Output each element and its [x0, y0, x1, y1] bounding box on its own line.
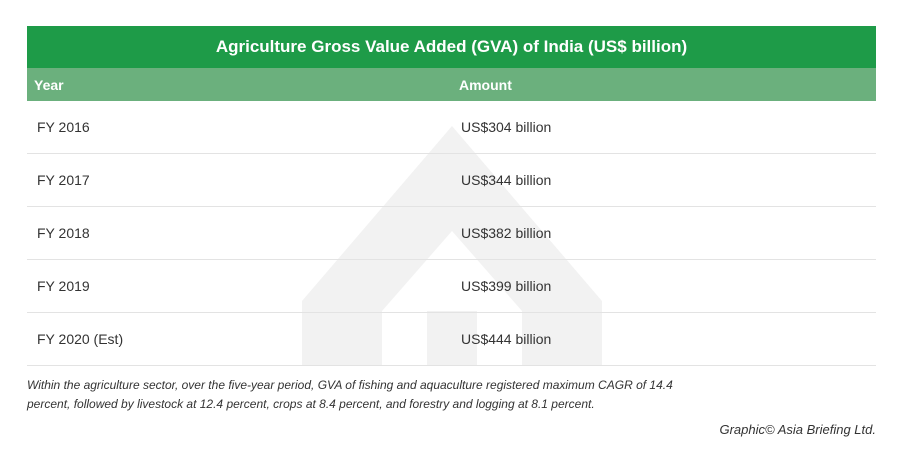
- column-header-amount: Amount: [459, 76, 512, 93]
- cell-amount: US$382 billion: [461, 225, 552, 241]
- cell-amount: US$344 billion: [461, 172, 552, 188]
- footnote: Within the agriculture sector, over the …: [27, 376, 727, 414]
- cell-amount: US$399 billion: [461, 278, 552, 294]
- footnote-line: Within the agriculture sector, over the …: [27, 378, 673, 392]
- cell-year: FY 2020 (Est): [37, 331, 124, 347]
- table-row: FY 2016 US$304 billion: [27, 101, 876, 154]
- table-body: FY 2016 US$304 billion FY 2017 US$344 bi…: [27, 101, 876, 366]
- cell-year: FY 2017: [37, 172, 90, 188]
- table-header-row: Year Amount: [27, 68, 876, 101]
- cell-year: FY 2019: [37, 278, 90, 294]
- graphic-credit: Graphic© Asia Briefing Ltd.: [719, 422, 876, 437]
- cell-year: FY 2018: [37, 225, 90, 241]
- table-row: FY 2018 US$382 billion: [27, 207, 876, 260]
- table-title: Agriculture Gross Value Added (GVA) of I…: [27, 26, 876, 68]
- column-header-year: Year: [34, 76, 64, 93]
- table-row: FY 2019 US$399 billion: [27, 260, 876, 313]
- footnote-line: percent, followed by livestock at 12.4 p…: [27, 397, 595, 411]
- cell-amount: US$304 billion: [461, 119, 552, 135]
- cell-amount: US$444 billion: [461, 331, 552, 347]
- data-table: Agriculture Gross Value Added (GVA) of I…: [27, 26, 876, 366]
- table-row: FY 2020 (Est) US$444 billion: [27, 313, 876, 366]
- cell-year: FY 2016: [37, 119, 90, 135]
- table-row: FY 2017 US$344 billion: [27, 154, 876, 207]
